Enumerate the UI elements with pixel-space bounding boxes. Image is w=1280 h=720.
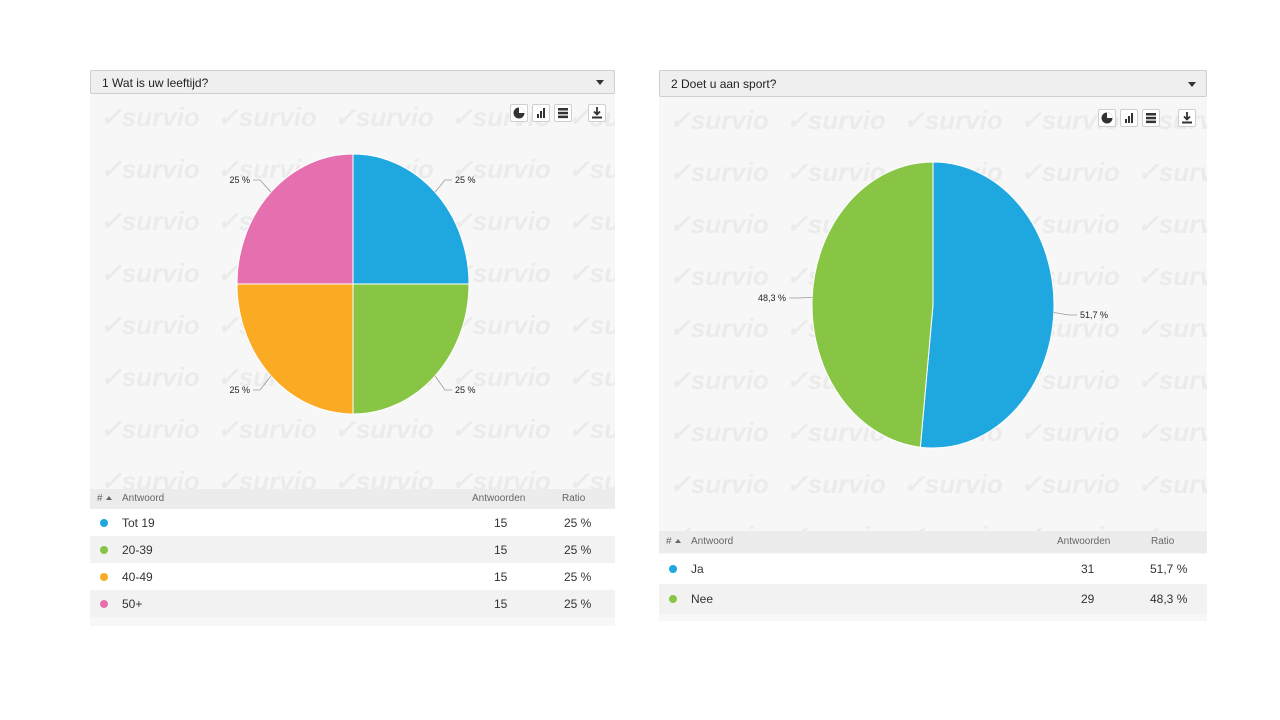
column-ratio[interactable]: Ratio [562,493,586,504]
pie-slice-tot-19[interactable] [352,153,470,285]
table-row[interactable]: Nee 29 48,3 % [659,584,1207,614]
pie-slice-ja[interactable] [919,161,1055,449]
answer-label: Tot 19 [122,516,155,530]
answer-ratio: 51,7 % [1150,562,1188,576]
watermark-row: ✓survio✓survio✓survio✓survio✓survio [669,521,1207,531]
answer-label: Nee [691,592,714,606]
table-header: # Antwoord Antwoorden Ratio [659,531,1207,553]
pie-data-label: 25 % [455,385,476,395]
answer-label: Ja [691,562,704,576]
pie-data-label: 48,3 % [758,293,786,303]
table-row[interactable]: 50+ 15 25 % [90,590,615,617]
pie-data-label: 25 % [229,385,250,395]
answer-ratio: 48,3 % [1150,592,1188,606]
column-count[interactable]: Antwoorden [472,493,526,504]
answer-count: 29 [1081,592,1095,606]
column-answer[interactable]: Antwoord [122,493,165,504]
column-ratio[interactable]: Ratio [1151,536,1175,547]
sort-up-icon[interactable] [674,539,681,543]
bar-chart-icon[interactable] [1120,109,1138,127]
question-panel-2: 2 Doet u aan sport? ✓survio ✓survio ✓survi… [659,70,1207,621]
pie-data-label: 25 % [229,175,250,185]
answer-label: 50+ [122,597,143,611]
answer-ratio: 25 % [564,570,592,584]
pie-slice-nee[interactable] [811,161,934,448]
label-connector [434,179,452,193]
pie-chart-icon[interactable] [510,104,528,122]
bar-chart-icon[interactable] [532,104,550,122]
pie-slice-40-49[interactable] [236,283,354,415]
answer-count: 15 [494,570,508,584]
watermark-row: ✓survio✓survio✓survio✓survio✓survio [669,469,1207,499]
label-connector [253,179,272,193]
answer-ratio: 25 % [564,516,592,530]
watermark-row: ✓survio✓survio✓survio✓survio✓survio [100,466,615,490]
watermark-row: ✓survio✓survio✓survio✓survio✓survio [100,414,615,444]
answer-count: 15 [494,543,508,557]
answer-ratio: 25 % [564,543,592,557]
label-connector [253,375,272,391]
label-connector [434,375,452,391]
pie-data-label: 25 % [455,175,476,185]
table-row[interactable]: Ja 31 51,7 % [659,554,1207,584]
table-row[interactable]: Tot 19 15 25 % [90,509,615,536]
question-header[interactable]: 1 Wat is uw leeftijd? [90,70,615,94]
label-connector [1053,312,1077,316]
pie-slice-20-39[interactable] [352,283,470,415]
question-panel-1: 1 Wat is uw leeftijd? ✓survio ✓survio ✓sur… [90,70,615,626]
table-row[interactable]: 20-39 15 25 % [90,536,615,563]
question-header[interactable]: 2 Doet u aan sport? [659,70,1207,97]
sort-up-icon[interactable] [105,496,112,500]
chevron-down-icon[interactable] [1188,82,1196,87]
answer-count: 15 [494,516,508,530]
pie-data-label: 51,7 % [1080,310,1108,320]
legend-dot-icon [669,565,677,573]
column-count[interactable]: Antwoorden [1057,536,1111,547]
table-row[interactable]: 40-49 15 25 % [90,563,615,590]
answer-count: 31 [1081,562,1095,576]
download-icon[interactable] [1178,109,1196,127]
pie-chart: 25 % 25 % 25 % 25 % [229,153,476,415]
watermark-row: ✓survio✓survio✓survio✓survio✓survio [669,157,1207,187]
answer-ratio: 25 % [564,597,592,611]
table-header: # Antwoord Antwoorden Ratio [90,489,615,509]
answer-count: 15 [494,597,508,611]
question-title: 2 Doet u aan sport? [671,77,777,91]
legend-dot-icon [100,519,108,527]
pie-chart-icon[interactable] [1098,109,1116,127]
table-icon[interactable] [1142,109,1160,127]
watermark-row: ✓survio✓survio✓survio✓survio✓survio [669,417,1207,447]
legend-dot-icon [100,546,108,554]
answer-label: 20-39 [122,543,153,557]
chevron-down-icon[interactable] [596,80,604,85]
table-icon[interactable] [554,104,572,122]
legend-dot-icon [100,573,108,581]
pie-slice-50-[interactable] [236,153,354,285]
column-number[interactable]: # [97,493,112,504]
answer-label: 40-49 [122,570,153,584]
watermark-row: ✓survio✓survio✓survio✓survio✓survio [669,105,1207,135]
download-icon[interactable] [588,104,606,122]
legend-dot-icon [100,600,108,608]
column-number[interactable]: # [666,536,681,547]
pie-chart: 51,7 % 48,3 % [758,161,1108,449]
column-answer[interactable]: Antwoord [691,536,734,547]
question-title: 1 Wat is uw leeftijd? [102,76,209,90]
legend-dot-icon [669,595,677,603]
